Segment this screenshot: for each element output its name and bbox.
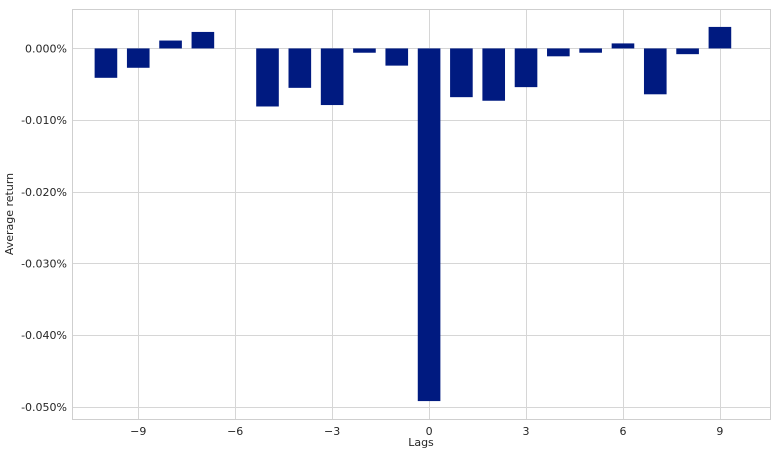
bar-lag-9: [708, 26, 732, 49]
plot-frame: [72, 9, 771, 420]
bar-lag-4: [547, 48, 570, 57]
bar-lag-7: [643, 48, 667, 95]
bar-lag-2: [482, 48, 506, 101]
y-tick-label: -0.020%: [21, 186, 67, 199]
y-tick-label: -0.030%: [21, 257, 67, 270]
x-tick-label: −3: [324, 425, 340, 438]
bar-lag-5: [579, 48, 602, 53]
y-tick-label: 0.000%: [25, 42, 67, 55]
bar-lag--2: [353, 48, 376, 53]
x-tick-labels: −9 −6 −3 0 3 6 9: [130, 425, 723, 438]
bar-lag--9: [126, 48, 150, 68]
bar-lag--3: [320, 48, 344, 106]
x-tick-label: 0: [426, 425, 433, 438]
y-tick-labels: 0.000% -0.010% -0.020% -0.030% -0.040% -0.050…: [21, 42, 67, 413]
bar-lag-8: [676, 48, 699, 55]
x-tick-label: −9: [130, 425, 146, 438]
y-tick-label: -0.010%: [21, 114, 67, 127]
x-tick-label: −6: [227, 425, 243, 438]
bar-lag-3: [514, 48, 538, 88]
x-tick-label: 6: [619, 425, 626, 438]
bars: [94, 26, 732, 402]
bar-lag-6: [611, 43, 635, 49]
bar-lag--8: [159, 40, 182, 49]
bar-lag--5: [256, 48, 279, 107]
bar-lag--4: [288, 48, 312, 88]
bar-lag--10: [94, 48, 118, 78]
y-tick-label: -0.040%: [21, 329, 67, 342]
x-tick-label: 9: [716, 425, 723, 438]
bar-lag--1: [385, 48, 409, 66]
bar-lag-1: [450, 48, 473, 98]
y-axis-label: Average return: [3, 173, 16, 255]
y-tick-label: -0.050%: [21, 401, 67, 414]
bar-lag--7: [191, 31, 215, 49]
x-axis-label: Lags: [408, 436, 434, 449]
bar-lag-0: [417, 48, 441, 402]
x-tick-label: 3: [523, 425, 530, 438]
